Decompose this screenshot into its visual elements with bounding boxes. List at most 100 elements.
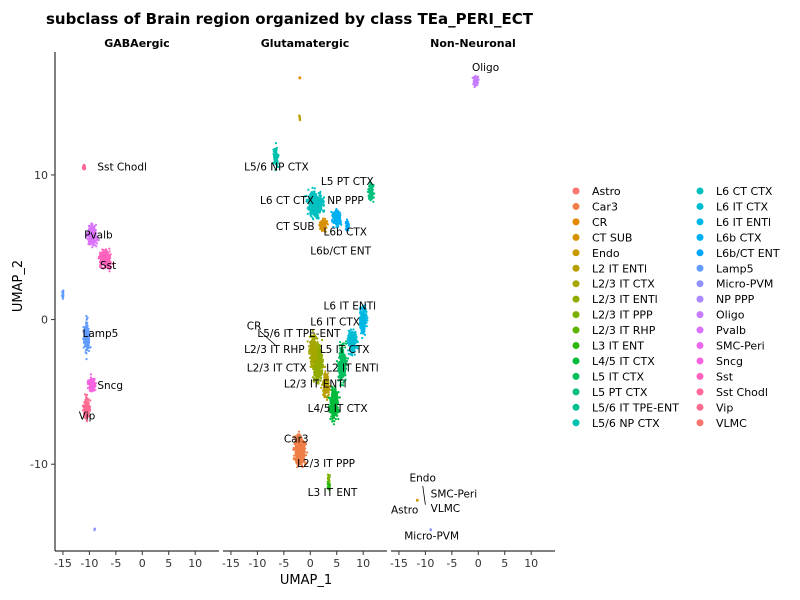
cell-point [86,317,89,320]
cell-point [350,334,353,338]
cell-point [274,149,278,152]
cell-point [84,410,87,413]
cell-point [108,250,111,253]
cell-point [315,370,318,373]
cluster-label: Sst [100,260,116,272]
cluster-label: L2/3 IT PPP [297,458,355,470]
cell-point [334,397,337,400]
legend-label: Pvalb [716,324,746,337]
cell-point [274,157,277,160]
cell-point [314,212,317,215]
cluster-label: Lamp5 [83,328,119,340]
cell-point [338,218,341,221]
cell-point [346,357,350,360]
cell-point [330,415,333,418]
cell-point [92,382,95,386]
cell-point [87,234,90,237]
legend-item: NP PPP [696,293,755,306]
legend-label: L6b/CT ENT [716,247,780,260]
cell-point [102,249,105,252]
x-tick-label: 5 [165,557,172,570]
legend-key [696,311,704,319]
x-tick-label: -15 [390,557,408,570]
cell-point [369,198,372,201]
cell-point [108,260,111,263]
legend-label: L2/3 IT RHP [592,324,656,337]
cell-point [94,241,97,244]
cell-point [273,154,276,157]
cell-point [334,418,337,421]
cell-point [90,386,93,389]
cell-point [336,222,339,225]
legend-item: Car3 [572,200,618,213]
cell-point [87,386,90,389]
cluster-l2-it-entl [298,114,302,122]
cell-point [106,267,109,270]
cell-point [101,255,104,258]
cell-point [327,474,330,477]
cell-point [87,242,90,245]
cell-point [87,349,91,352]
cell-point [317,202,320,205]
cell-point [99,263,102,266]
cell-point [324,220,327,223]
cell-point [92,239,95,242]
cell-point [332,423,335,426]
cell-point [332,220,335,223]
cell-point [326,480,329,483]
legend-label: NP PPP [716,293,755,306]
legend-key [696,403,704,411]
cluster-l6-ct-ctx [304,186,326,221]
cell-point [312,353,315,356]
cell-point [106,256,109,259]
cell-point [330,210,333,214]
cell-point [86,401,89,404]
cell-point [315,196,318,199]
cell-point [84,398,87,401]
cell-point [292,458,295,461]
cluster-lamp5 [61,289,65,300]
cell-point [298,454,301,458]
cell-point [365,314,368,317]
legend-key [696,419,704,427]
cell-point [82,330,86,333]
cell-point [92,379,95,382]
legend-item: L2/3 IT CTX [572,278,655,291]
legend-label: L5 IT CTX [592,370,644,383]
cell-point [314,206,317,209]
legend-item: L6b CTX [696,231,762,244]
legend-item: Pvalb [696,324,746,337]
cell-point [97,239,100,242]
legend-label: Oligo [716,309,745,322]
cell-point [307,188,310,191]
cell-point [309,348,312,351]
cell-point [87,328,90,332]
legend-item: L4/5 IT CTX [572,355,655,368]
cell-point [318,206,321,209]
legend-label: L6 IT CTX [716,200,768,213]
cell-point [108,256,112,260]
cell-point [99,266,102,269]
cell-point [276,164,279,167]
cluster-vip [81,393,92,423]
x-tick-label: 0 [475,557,482,570]
cell-point [361,336,364,340]
cluster-micro-pvm [93,527,96,532]
cell-point [93,230,96,233]
legend-label: L5 PT CTX [592,386,648,399]
legend-key [572,202,580,210]
legend-key [696,372,704,380]
legend-key [572,357,580,365]
cell-point [89,399,92,402]
cell-point [309,206,312,210]
cell-point [85,396,88,399]
cell-point [81,404,84,408]
legend-label: L2 IT ENTl [592,262,647,275]
cell-point [363,333,367,336]
cluster-label: Car3 [284,434,309,446]
cell-point [97,255,101,258]
cell-point [322,204,325,207]
cell-point [312,356,315,359]
